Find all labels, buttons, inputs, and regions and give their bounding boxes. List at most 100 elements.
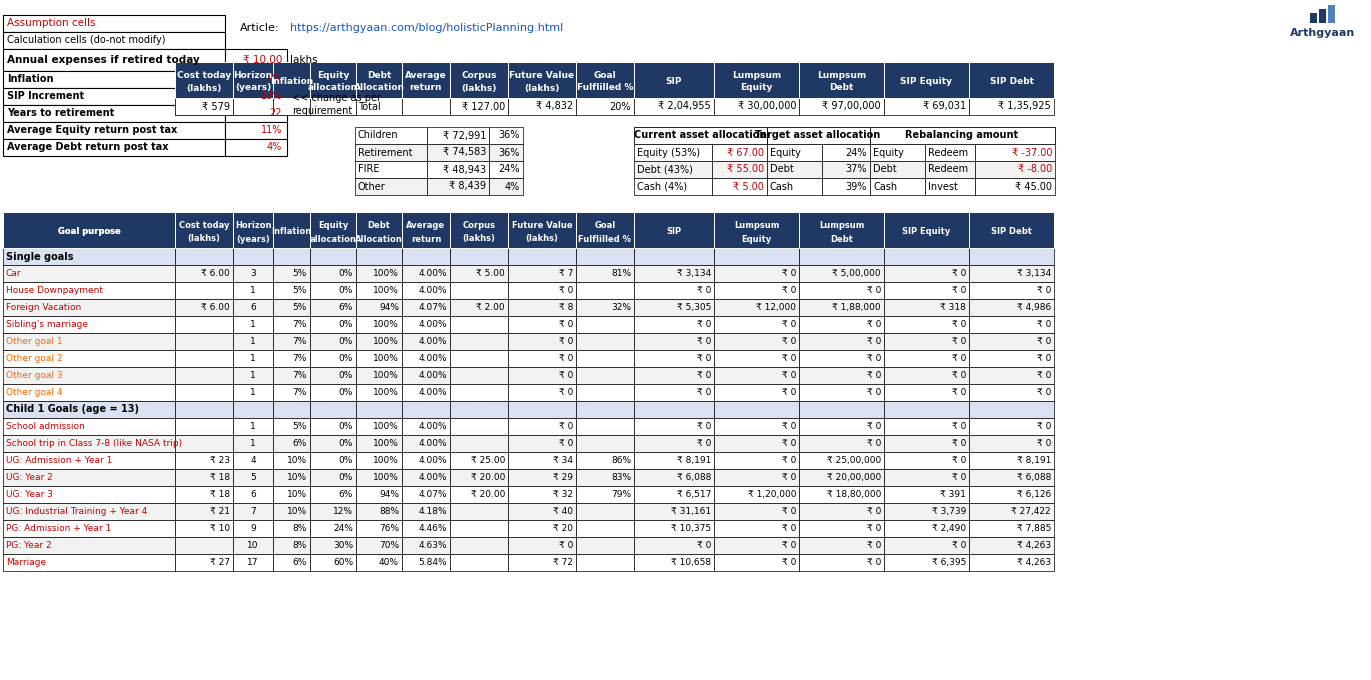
Bar [712, 178, 766, 195]
Bar [969, 435, 1054, 452]
Text: FIRE: FIRE [358, 165, 380, 175]
Text: 10%: 10% [287, 507, 307, 516]
Text: ₹ 0: ₹ 0 [781, 422, 797, 431]
Text: 6: 6 [250, 303, 256, 312]
Bar [766, 161, 823, 178]
Text: 4.00%: 4.00% [418, 439, 447, 448]
Bar [402, 452, 450, 469]
Bar [509, 282, 576, 299]
Bar [633, 62, 714, 98]
Text: ₹ 0: ₹ 0 [696, 388, 712, 397]
Bar [714, 503, 799, 520]
Text: ₹ 1,20,000: ₹ 1,20,000 [747, 490, 797, 499]
Text: 5: 5 [250, 473, 256, 482]
Text: ₹ 18: ₹ 18 [210, 490, 230, 499]
Text: ₹ 20,00,000: ₹ 20,00,000 [827, 473, 882, 482]
Text: Child 1 Goals (age = 13): Child 1 Goals (age = 13) [5, 405, 138, 415]
Text: return: return [411, 235, 441, 243]
Bar [712, 161, 766, 178]
Text: Fulflilled %: Fulflilled % [579, 235, 632, 243]
Text: ₹ 20.00: ₹ 20.00 [470, 473, 505, 482]
Bar [450, 333, 509, 350]
Text: ₹ 0: ₹ 0 [558, 422, 573, 431]
Text: ₹ 6,126: ₹ 6,126 [1017, 490, 1052, 499]
Text: 83%: 83% [611, 473, 631, 482]
Bar [175, 212, 233, 248]
Text: ₹ 0: ₹ 0 [696, 337, 712, 346]
Text: ₹ 29: ₹ 29 [553, 473, 573, 482]
Bar [175, 333, 233, 350]
Bar [450, 248, 509, 265]
Bar [356, 554, 402, 571]
Text: ₹ 0: ₹ 0 [781, 456, 797, 465]
Bar [356, 520, 402, 537]
Text: Target asset allocation: Target asset allocation [755, 131, 880, 141]
Bar [3, 537, 175, 554]
Bar [489, 161, 522, 178]
Text: Inflation: Inflation [271, 228, 311, 237]
Bar [356, 537, 402, 554]
Text: ₹ 0: ₹ 0 [1036, 388, 1052, 397]
Text: requirement: requirement [292, 106, 352, 116]
Text: ₹ 12,000: ₹ 12,000 [755, 303, 797, 312]
Bar [633, 212, 714, 248]
Bar [356, 98, 402, 115]
Text: https://arthgyaan.com/blog/holisticPlanning.html: https://arthgyaan.com/blog/holisticPlann… [291, 23, 563, 33]
Bar [1311, 13, 1318, 23]
Bar [355, 178, 426, 195]
Bar [509, 316, 576, 333]
Bar [3, 367, 175, 384]
Bar [175, 62, 233, 98]
Text: ₹ 67.00: ₹ 67.00 [727, 148, 764, 158]
Bar [175, 452, 233, 469]
Bar [576, 62, 633, 98]
Text: ₹ 0: ₹ 0 [558, 371, 573, 380]
Text: Lumpsum: Lumpsum [818, 220, 864, 230]
Bar [576, 212, 633, 248]
Text: Debt: Debt [367, 220, 391, 230]
Bar [233, 333, 273, 350]
Bar [402, 401, 450, 418]
Text: ₹ 4,263: ₹ 4,263 [1017, 541, 1052, 550]
Text: 4.00%: 4.00% [418, 320, 447, 329]
Text: Debt: Debt [829, 235, 853, 243]
Bar [356, 333, 402, 350]
Text: ₹ 1,35,925: ₹ 1,35,925 [998, 101, 1052, 112]
Text: ₹ 0: ₹ 0 [696, 422, 712, 431]
Text: ₹ 3,134: ₹ 3,134 [677, 269, 712, 278]
Text: ₹ 8,439: ₹ 8,439 [448, 182, 485, 192]
Bar [3, 452, 175, 469]
Text: ₹ 0: ₹ 0 [951, 354, 967, 363]
Bar [356, 435, 402, 452]
Bar [509, 350, 576, 367]
Bar [310, 418, 356, 435]
Text: ₹ 2,04,955: ₹ 2,04,955 [658, 101, 712, 112]
Text: ₹ 0: ₹ 0 [1036, 337, 1052, 346]
Text: Equity: Equity [740, 84, 773, 92]
Text: Other: Other [358, 182, 385, 192]
Text: 0%: 0% [339, 269, 352, 278]
Bar [714, 265, 799, 282]
Text: 4.46%: 4.46% [418, 524, 447, 533]
Bar [233, 384, 273, 401]
Bar [3, 15, 225, 32]
Bar [766, 178, 823, 195]
Bar [714, 299, 799, 316]
Bar [871, 127, 1056, 144]
Text: Equity: Equity [873, 148, 903, 158]
Text: 94%: 94% [378, 303, 399, 312]
Bar [175, 469, 233, 486]
Bar [310, 333, 356, 350]
Text: ₹ 45.00: ₹ 45.00 [1015, 182, 1052, 192]
Bar [633, 333, 714, 350]
Bar [969, 265, 1054, 282]
Bar [450, 452, 509, 469]
Bar [823, 178, 871, 195]
Bar [175, 486, 233, 503]
Bar [799, 401, 884, 418]
Bar [310, 350, 356, 367]
Bar [233, 299, 273, 316]
Bar [356, 367, 402, 384]
Text: ₹ 0: ₹ 0 [1036, 371, 1052, 380]
Bar [233, 537, 273, 554]
